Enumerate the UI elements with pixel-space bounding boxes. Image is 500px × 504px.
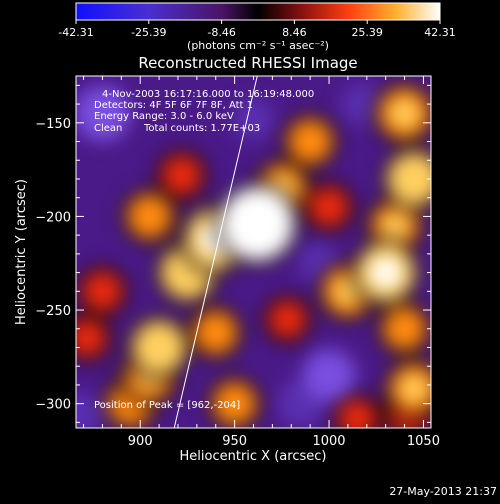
colorbar-tick-label: -25.39	[131, 26, 166, 39]
image-blob-core	[222, 391, 247, 416]
colorbar-tick-label: -8.46	[207, 26, 235, 39]
image-blob	[76, 85, 131, 142]
y-tick-label: −300	[35, 398, 71, 413]
image-blob-core	[297, 128, 323, 155]
image-blob	[76, 392, 105, 428]
colorbar-tick-label: 8.46	[282, 26, 307, 39]
annotation-energy: Energy Range: 3.0 - 6.0 keV	[94, 111, 234, 122]
chart-title: Reconstructed RHESSI Image	[138, 54, 357, 72]
image-blob	[302, 349, 356, 402]
image-blob	[267, 299, 307, 339]
y-axis-label: Heliocentric Y (arcsec)	[14, 179, 29, 325]
x-axis-label: Heliocentric X (arcsec)	[180, 449, 327, 464]
x-tick-label: 1050	[407, 434, 440, 449]
colorbar-tick-label: -42.31	[58, 26, 93, 39]
solar-limb-line	[173, 76, 258, 428]
colorbar-tick-label: 42.31	[424, 26, 456, 39]
image-blob	[161, 154, 203, 196]
footer-timestamp: 27-May-2013 21:37	[389, 485, 497, 498]
image-blob	[232, 98, 275, 140]
image-blob	[81, 270, 124, 312]
image-blob	[308, 186, 350, 228]
image-blob-core	[399, 164, 429, 194]
annotation-detectors: Detectors: 4F 5F 6F 7F 8F, Att 1	[94, 100, 253, 111]
image-blob	[337, 399, 377, 428]
annotation-clean: Clean	[94, 123, 122, 134]
colorbar-units: (photons cm⁻² s⁻¹ asec⁻²)	[187, 39, 329, 52]
annotation-time-range: 4-Nov-2003 16:17:16.000 to 16:19:48.000	[102, 89, 314, 100]
image-blob-core	[381, 212, 409, 239]
image-blob-core	[203, 320, 228, 345]
annotation-total-counts: Total counts: 1.77E+03	[143, 123, 260, 134]
colorbar	[75, 2, 441, 21]
annotation-peak-position: Position of Peak = [962,-204]	[94, 400, 240, 411]
image-blob-core	[137, 203, 163, 229]
image-blob-core	[236, 203, 278, 245]
image-blob-core	[400, 374, 428, 403]
x-tick-label: 900	[128, 434, 153, 449]
colorbar-tick-label: 25.39	[351, 26, 383, 39]
x-tick-label: 1000	[312, 434, 345, 449]
image-blob-core	[144, 332, 175, 363]
y-tick-label: −250	[35, 304, 71, 319]
x-tick-label: 950	[222, 434, 247, 449]
image-blob-core	[390, 99, 419, 128]
image-blob-core	[392, 316, 417, 342]
y-tick-label: −150	[35, 117, 71, 132]
image-blob-core	[369, 256, 402, 289]
y-tick-label: −200	[35, 210, 71, 225]
image-blob	[76, 318, 107, 358]
